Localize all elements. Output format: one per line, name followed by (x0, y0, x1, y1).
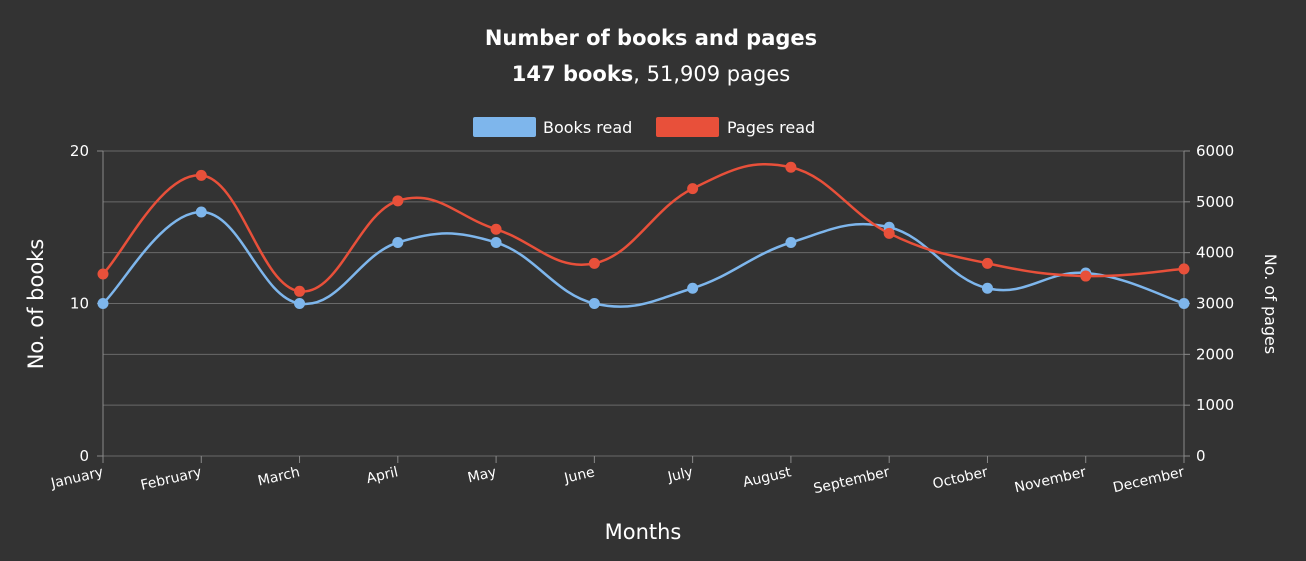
y-right-tick-label: 6000 (1196, 142, 1234, 160)
series-line-pages-read (102, 162, 1185, 293)
y-left-tick-label: 0 (79, 447, 89, 465)
x-axis-title: Months (605, 520, 682, 544)
y-left-tick-label: 10 (70, 295, 89, 313)
data-point-pages-read[interactable] (490, 223, 502, 235)
y-right-tick-label: 2000 (1196, 345, 1234, 363)
legend-item-books[interactable]: Books read (473, 117, 632, 137)
data-point-pages-read[interactable] (195, 169, 207, 181)
data-point-books-read[interactable] (392, 237, 404, 248)
data-point-books-read[interactable] (294, 298, 306, 309)
x-tick-label: July (665, 464, 694, 485)
data-point-pages-read[interactable] (1080, 270, 1092, 282)
data-point-pages-read[interactable] (294, 285, 306, 297)
chart-title: Number of books and pages (485, 26, 817, 50)
data-point-books-read[interactable] (981, 282, 993, 294)
data-point-pages-read[interactable] (97, 268, 109, 280)
data-point-pages-read[interactable] (883, 227, 895, 239)
data-point-books-read[interactable] (195, 206, 207, 218)
x-tick-label: April (365, 464, 400, 487)
x-tick-label: September (812, 464, 891, 497)
y-right-tick-label: 5000 (1196, 193, 1234, 211)
series-points (97, 161, 1190, 309)
legend-label-pages: Pages read (727, 118, 815, 137)
data-point-pages-read[interactable] (687, 183, 699, 195)
chart-subtitle: 147 books, 51,909 pages (512, 62, 790, 86)
x-tick-label: August (741, 464, 793, 491)
data-point-pages-read[interactable] (981, 257, 993, 269)
x-tick-label: March (256, 464, 301, 489)
x-tick-label: November (1013, 464, 1088, 496)
subtitle-books: 147 books (512, 62, 634, 86)
data-point-pages-read[interactable] (588, 257, 600, 269)
legend: Books read Pages read (473, 117, 815, 137)
legend-label-books: Books read (543, 118, 632, 137)
data-point-pages-read[interactable] (1178, 263, 1190, 275)
grid-lines (103, 150, 1184, 457)
data-point-books-read[interactable] (97, 298, 109, 309)
y-right-tick-label: 3000 (1196, 295, 1234, 313)
x-tick-label: January (49, 464, 105, 492)
legend-swatch-books (473, 117, 536, 137)
data-point-books-read[interactable] (1178, 298, 1190, 309)
y-right-tick-label: 0 (1196, 447, 1206, 465)
x-tick-label: May (466, 464, 498, 486)
x-tick-label: December (1112, 464, 1187, 496)
y-right-tick-label: 1000 (1196, 396, 1234, 414)
y-left-tick-label: 20 (70, 142, 89, 160)
data-point-pages-read[interactable] (785, 161, 797, 173)
data-point-books-read[interactable] (687, 282, 699, 294)
y-axis-right-ticks: 0 1000 2000 3000 4000 5000 6000 (1184, 142, 1234, 465)
y-right-tick-label: 4000 (1196, 244, 1234, 262)
x-tick-label: June (562, 464, 596, 487)
data-point-books-read[interactable] (588, 298, 600, 309)
y-axis-left-title: No. of books (24, 239, 48, 370)
subtitle-pages: , 51,909 pages (633, 62, 790, 86)
series-lines (102, 162, 1185, 308)
x-tick-label: February (139, 464, 203, 494)
x-tick-label: October (931, 464, 989, 492)
data-point-pages-read[interactable] (392, 195, 404, 207)
y-axis-right-title: No. of pages (1261, 254, 1280, 354)
data-point-books-read[interactable] (785, 237, 797, 248)
x-axis-ticks: January February March April May June July Augu… (49, 456, 1187, 497)
legend-item-pages[interactable]: Pages read (656, 117, 815, 137)
legend-swatch-pages (656, 117, 719, 137)
data-point-books-read[interactable] (490, 237, 502, 248)
